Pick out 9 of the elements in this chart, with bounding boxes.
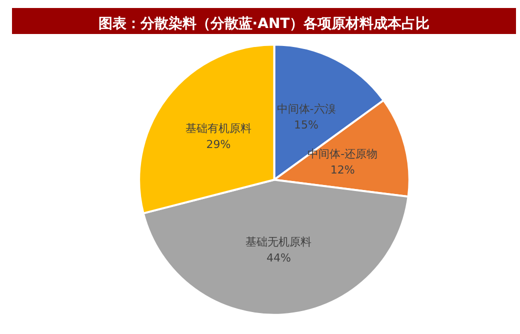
data-label: 29% xyxy=(206,138,231,151)
data-label: 12% xyxy=(330,164,355,177)
slice-label: 中间体-六溴 xyxy=(276,102,336,116)
chart-title: 图表：分散染料（分散蓝·ANT）各项原材料成本占比 xyxy=(98,15,430,32)
data-label: 15% xyxy=(294,118,319,132)
slice-label: 基础无机原料 xyxy=(246,236,312,249)
slice-label: 基础有机原料 xyxy=(185,122,252,135)
data-label: 44% xyxy=(266,252,291,265)
slice-label: 中间体-还原物 xyxy=(308,148,378,161)
